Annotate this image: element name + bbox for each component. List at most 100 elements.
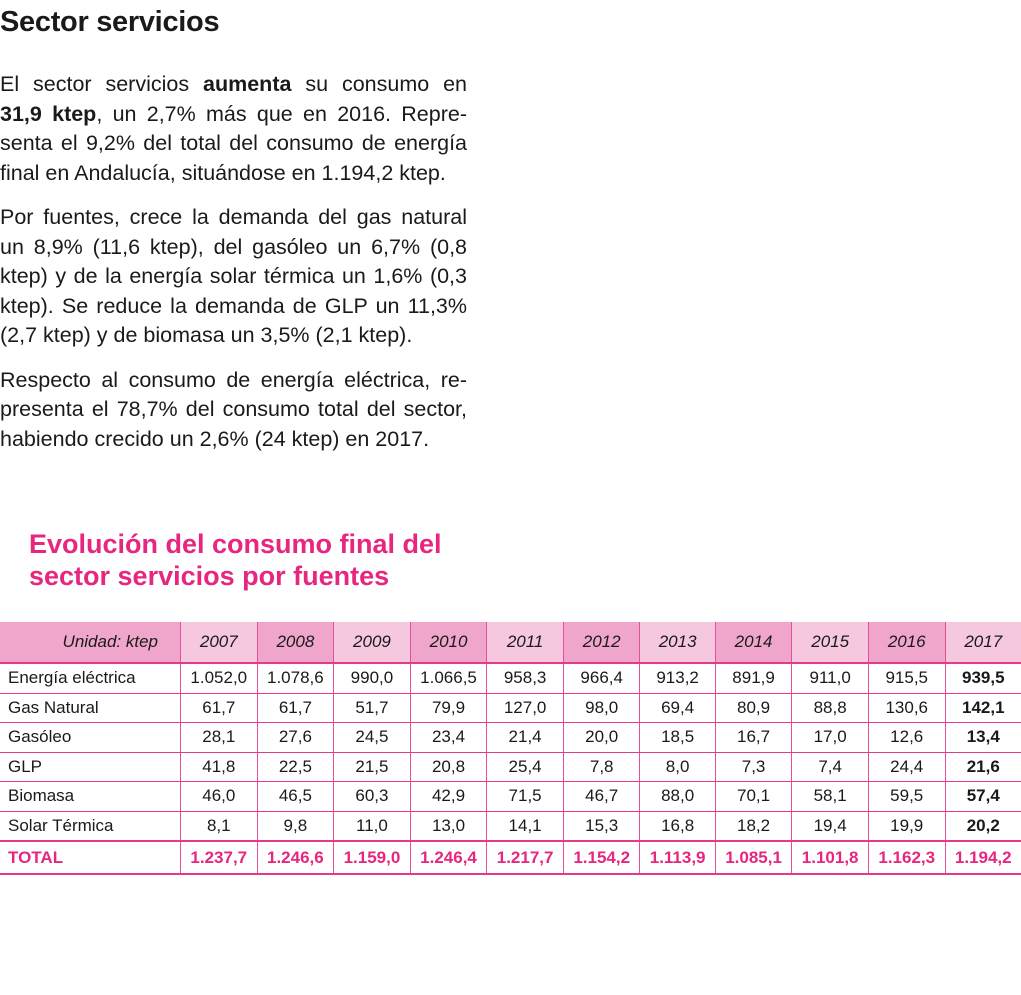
- text-segment: habiendo crecido un 2,6% (24 ktep) en 20…: [0, 426, 430, 451]
- table-cell: 16,7: [714, 722, 792, 753]
- year-header: 2013: [639, 622, 716, 664]
- table-cell: 7,4: [791, 752, 869, 782]
- table-cell: 69,4: [639, 693, 716, 723]
- table-cell: 21,4: [486, 722, 564, 753]
- table-cell: 913,2: [639, 663, 716, 694]
- table-cell: 1.052,0: [180, 663, 258, 694]
- row-label: Gas Natural: [0, 693, 181, 723]
- bold-text: 31,9 ktep: [0, 101, 97, 126]
- year-header: 2014: [714, 622, 792, 664]
- table-header-row: Unidad: ktep 2007 2008 2009 2010 2011 2012 201…: [0, 622, 1021, 664]
- table-cell: 1.237,7: [180, 840, 258, 875]
- table-cell: 23,4: [409, 722, 487, 753]
- table-cell: 71,5: [486, 781, 564, 812]
- table-cell: 1.154,2: [562, 840, 640, 875]
- table-cell: 24,4: [867, 752, 946, 782]
- table-row: Gasóleo 28,1 27,6 24,5 23,4 21,4 20,0 18,5 16,7 1…: [0, 722, 1021, 753]
- table-cell: 1.113,9: [639, 840, 716, 875]
- table-cell: 46,0: [180, 781, 258, 812]
- table-cell: 17,0: [791, 722, 869, 753]
- text-line: presenta el 78,7% del consumo total del …: [0, 395, 467, 425]
- page-title: Sector servicios: [0, 6, 220, 38]
- table-cell: 7,3: [714, 752, 792, 782]
- table-cell: 80,9: [714, 693, 792, 723]
- table-cell: 21,5: [333, 752, 411, 782]
- table-cell: 28,1: [180, 722, 258, 753]
- table-cell: 8,0: [639, 752, 716, 782]
- table-cell: 130,6: [867, 693, 946, 723]
- table-cell: 19,9: [867, 811, 946, 842]
- table-cell: 142,1: [944, 693, 1021, 723]
- text-line: un 8,9% (11,6 ktep), del gasóleo un 6,7%…: [0, 233, 467, 263]
- text-line: 31,9 ktep, un 2,7% más que en 2016. Repr…: [0, 100, 467, 130]
- table-cell: 1.162,3: [867, 840, 946, 875]
- year-header: 2008: [256, 622, 334, 664]
- table-cell: 42,9: [409, 781, 487, 812]
- paragraph: El sector servicios aumenta su consumo e…: [0, 70, 467, 188]
- text-line: habiendo crecido un 2,6% (24 ktep) en 20…: [0, 425, 467, 455]
- table-cell: 11,0: [333, 811, 411, 842]
- text-line: ktep) y de la energía solar térmica un 1…: [0, 262, 467, 292]
- year-header: 2011: [486, 622, 564, 664]
- text-line: (2,7 ktep) y de biomasa un 3,5% (2,1 kte…: [0, 321, 467, 351]
- table-cell: 22,5: [256, 752, 334, 782]
- table-cell: 9,8: [256, 811, 334, 842]
- table-row: Biomasa 46,0 46,5 60,3 42,9 71,5 46,7 88,0 70,1 5…: [0, 781, 1021, 812]
- table-cell: 88,0: [639, 781, 716, 812]
- table-cell: 61,7: [180, 693, 258, 723]
- table-cell: 1.101,8: [791, 840, 869, 875]
- table-cell: 966,4: [562, 663, 640, 694]
- table-cell: 20,2: [944, 811, 1021, 842]
- table-cell: 25,4: [486, 752, 564, 782]
- table-row: Gas Natural 61,7 61,7 51,7 79,9 127,0 98,0 69,4…: [0, 693, 1021, 723]
- table-cell: 14,1: [486, 811, 564, 842]
- year-header: 2016: [867, 622, 946, 664]
- year-header: 2012: [562, 622, 640, 664]
- table-cell: 18,2: [714, 811, 792, 842]
- table-cell: 1.246,4: [409, 840, 487, 875]
- table-cell: 13,0: [409, 811, 487, 842]
- text-line: Por fuentes, crece la demanda del gas na…: [0, 203, 467, 233]
- table-cell: 59,5: [867, 781, 946, 812]
- table-cell: 13,4: [944, 722, 1021, 753]
- text-segment: senta el 9,2% del total del consumo de e…: [0, 131, 467, 155]
- text-segment: ktep) y de la energía solar térmica un 1…: [0, 264, 467, 288]
- paragraph: Respecto al consumo de energía eléctrica…: [0, 366, 467, 455]
- year-header: 2015: [791, 622, 869, 664]
- table-cell: 1.085,1: [714, 840, 792, 875]
- table-cell: 20,0: [562, 722, 640, 753]
- table-cell: 911,0: [791, 663, 869, 694]
- row-label: GLP: [0, 752, 181, 782]
- row-label: Gasóleo: [0, 722, 181, 753]
- table-cell: 57,4: [944, 781, 1021, 812]
- table-cell: 939,5: [944, 663, 1021, 694]
- year-header: 2017: [944, 622, 1021, 664]
- table-cell: 990,0: [333, 663, 411, 694]
- text-segment: , un 2,7% más que en 2016. Repre-: [96, 101, 467, 126]
- table-cell: 1.078,6: [256, 663, 334, 694]
- text-segment: su consumo en: [291, 72, 468, 96]
- table-cell: 70,1: [714, 781, 792, 812]
- text-line: Respecto al consumo de energía eléctrica…: [0, 366, 467, 396]
- table-cell: 16,8: [639, 811, 716, 842]
- text-segment: (2,7 ktep) y de biomasa un 3,5% (2,1 kte…: [0, 323, 413, 347]
- table-title: Evolución del consumo final del sector s…: [29, 529, 442, 591]
- consumption-table: Unidad: ktep 2007 2008 2009 2010 2011 2012 201…: [0, 622, 1021, 875]
- table-cell: 79,9: [409, 693, 487, 723]
- text-segment: un 8,9% (11,6 ktep), del gasóleo un 6,7%…: [0, 234, 467, 259]
- table-cell: 21,6: [944, 752, 1021, 782]
- text-segment: presenta el 78,7% del consumo total del …: [0, 397, 467, 421]
- table-cell: 1.246,6: [256, 840, 334, 875]
- text-line: El sector servicios aumenta su consumo e…: [0, 70, 467, 100]
- unit-label: Unidad: ktep: [0, 622, 181, 664]
- table-cell: 51,7: [333, 693, 411, 723]
- row-label: Biomasa: [0, 781, 181, 812]
- table-cell: 915,5: [867, 663, 946, 694]
- total-row: TOTAL 1.237,7 1.246,6 1.159,0 1.246,4 1.217,7…: [0, 840, 1021, 875]
- table-cell: 958,3: [486, 663, 564, 694]
- table-cell: 127,0: [486, 693, 564, 723]
- table-cell: 58,1: [791, 781, 869, 812]
- text-segment: Respecto al consumo de energía eléctrica…: [0, 367, 467, 392]
- table-cell: 1.217,7: [486, 840, 564, 875]
- text-line: ktep). Se reduce la demanda de GLP un 11…: [0, 292, 467, 322]
